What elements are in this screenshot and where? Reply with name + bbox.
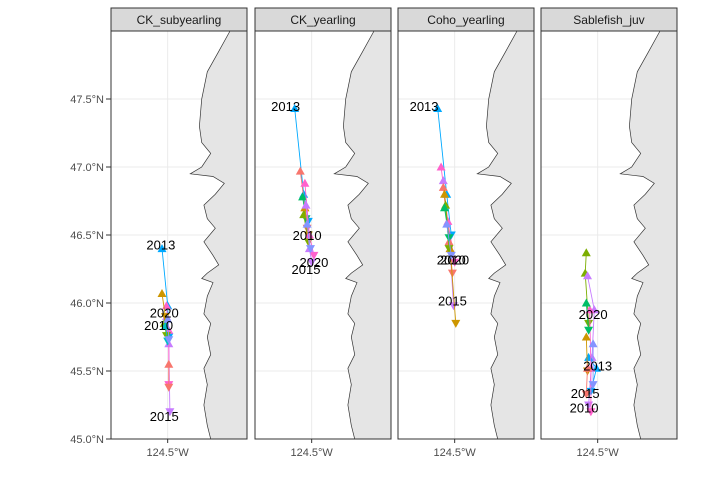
year-label: 2020 [299, 255, 328, 270]
track-point [442, 219, 452, 228]
year-label: 2010 [437, 252, 466, 267]
year-label: 2010 [570, 401, 599, 416]
y-tick-label: 45.5°N [70, 366, 104, 378]
facet-strip-label: CK_subyearling [137, 13, 222, 27]
year-label: 2010 [144, 318, 173, 333]
year-label: 2020 [579, 307, 608, 322]
facet-strip-label: CK_yearling [290, 13, 355, 27]
track-line [161, 293, 166, 317]
track-point [301, 200, 311, 209]
track-point [588, 381, 598, 390]
track-point [164, 336, 174, 345]
track-point [436, 162, 446, 171]
track-point [306, 245, 315, 254]
y-tick-label: 47.5°N [70, 94, 104, 106]
x-tick-label: 124.5°W [291, 447, 334, 459]
facet-strip-label: Sablefish_juv [573, 13, 644, 27]
track-point [446, 251, 456, 260]
y-tick-label: 47.0°N [70, 162, 104, 174]
track-point [440, 203, 449, 212]
land-polygon [476, 30, 535, 440]
track-line [585, 302, 590, 331]
y-axis: 45.0°N 45.5°N 46.0°N 46.5°N 47.0°N 47.5°N [70, 94, 111, 446]
year-label: 2015 [150, 409, 179, 424]
track-point [444, 245, 454, 254]
track-point [295, 166, 305, 175]
track-point [584, 326, 594, 335]
y-tick-label: 45.0°N [70, 434, 104, 446]
track-point [298, 192, 308, 201]
facet-strip-label: Coho_yearling [427, 13, 504, 27]
track-point [157, 289, 167, 297]
x-tick-label: 124.5°W [147, 447, 190, 459]
track-point [157, 244, 167, 253]
track-point [433, 104, 443, 112]
track-point [307, 258, 317, 267]
track-point [583, 363, 592, 372]
track-point [290, 104, 300, 112]
track-point [163, 314, 173, 323]
track-point [165, 408, 175, 417]
year-label: 2013 [410, 99, 439, 114]
year-label: 2013 [271, 99, 300, 114]
track-point [581, 248, 591, 257]
year-label: 2015 [292, 262, 321, 277]
facet-panels: CK_subyearling2013202020102015124.5°WCK_… [110, 7, 678, 459]
panel-border [254, 30, 392, 440]
year-label: 2015 [438, 293, 467, 308]
track-point [449, 302, 458, 311]
year-label: 2020 [150, 306, 179, 321]
track-point [309, 251, 319, 260]
track-point [588, 339, 598, 348]
track-point [160, 321, 170, 330]
x-tick-label: 124.5°W [434, 447, 477, 459]
land-polygon [189, 30, 248, 440]
track-point [440, 189, 449, 198]
track-point [302, 219, 312, 228]
track-point [451, 319, 461, 328]
x-tick-label: 124.5°W [577, 447, 620, 459]
panel-border [110, 30, 248, 440]
track-point [438, 176, 448, 185]
year-label: 2013 [146, 238, 175, 253]
track-point [300, 178, 310, 187]
track-point [586, 408, 596, 417]
y-tick-label: 46.5°N [70, 230, 104, 242]
panel-border [540, 30, 678, 440]
y-tick-label: 46.0°N [70, 298, 104, 310]
land-polygon [333, 30, 392, 440]
year-label: 2010 [293, 228, 322, 243]
track-point [450, 258, 460, 267]
track-point [581, 332, 591, 341]
year-label: 2015 [571, 386, 600, 401]
year-label: 2013 [583, 359, 612, 374]
track-point [581, 298, 591, 307]
track-point [583, 271, 592, 280]
land-polygon [619, 30, 678, 440]
track-point [164, 359, 174, 368]
track-line [585, 368, 588, 395]
panel-border [397, 30, 535, 440]
track-line [306, 224, 311, 249]
track-line [446, 224, 452, 256]
track-point [304, 230, 314, 239]
track-point [438, 182, 448, 191]
track-point [581, 390, 591, 399]
track-point [584, 319, 594, 328]
year-label: 2020 [440, 252, 469, 267]
track-point [164, 383, 174, 392]
